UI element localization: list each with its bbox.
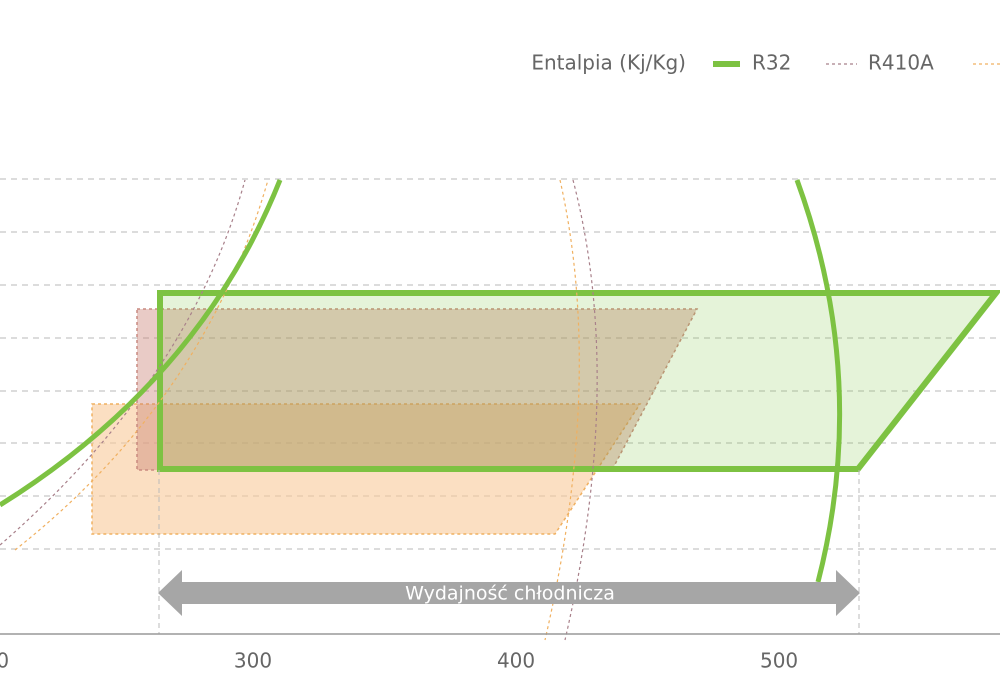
capacity-arrow: [158, 570, 860, 616]
r32-cycle: [157, 290, 1000, 472]
orange-curve: [544, 179, 580, 641]
r410a-cycle: [136, 308, 699, 471]
x-tick-label: 200: [0, 649, 9, 673]
legend-label: R410A: [868, 51, 934, 75]
r410a-curve: [564, 179, 598, 641]
x-ticks: 200 300 400 500: [0, 649, 798, 673]
legend-label: R32: [752, 51, 791, 75]
r410a-curve: [0, 179, 246, 546]
r32-curve: [0, 179, 283, 508]
r32-curve: [794, 179, 843, 583]
x-tick-label: 400: [497, 649, 535, 673]
x-tick-label: 300: [234, 649, 272, 673]
x-tick-label: 500: [760, 649, 798, 673]
x-axis-label: Entalpia (Kj/Kg): [531, 51, 686, 75]
legend: R32 R410A: [713, 51, 1000, 75]
annotation: Wydajność chłodnicza: [405, 583, 615, 605]
